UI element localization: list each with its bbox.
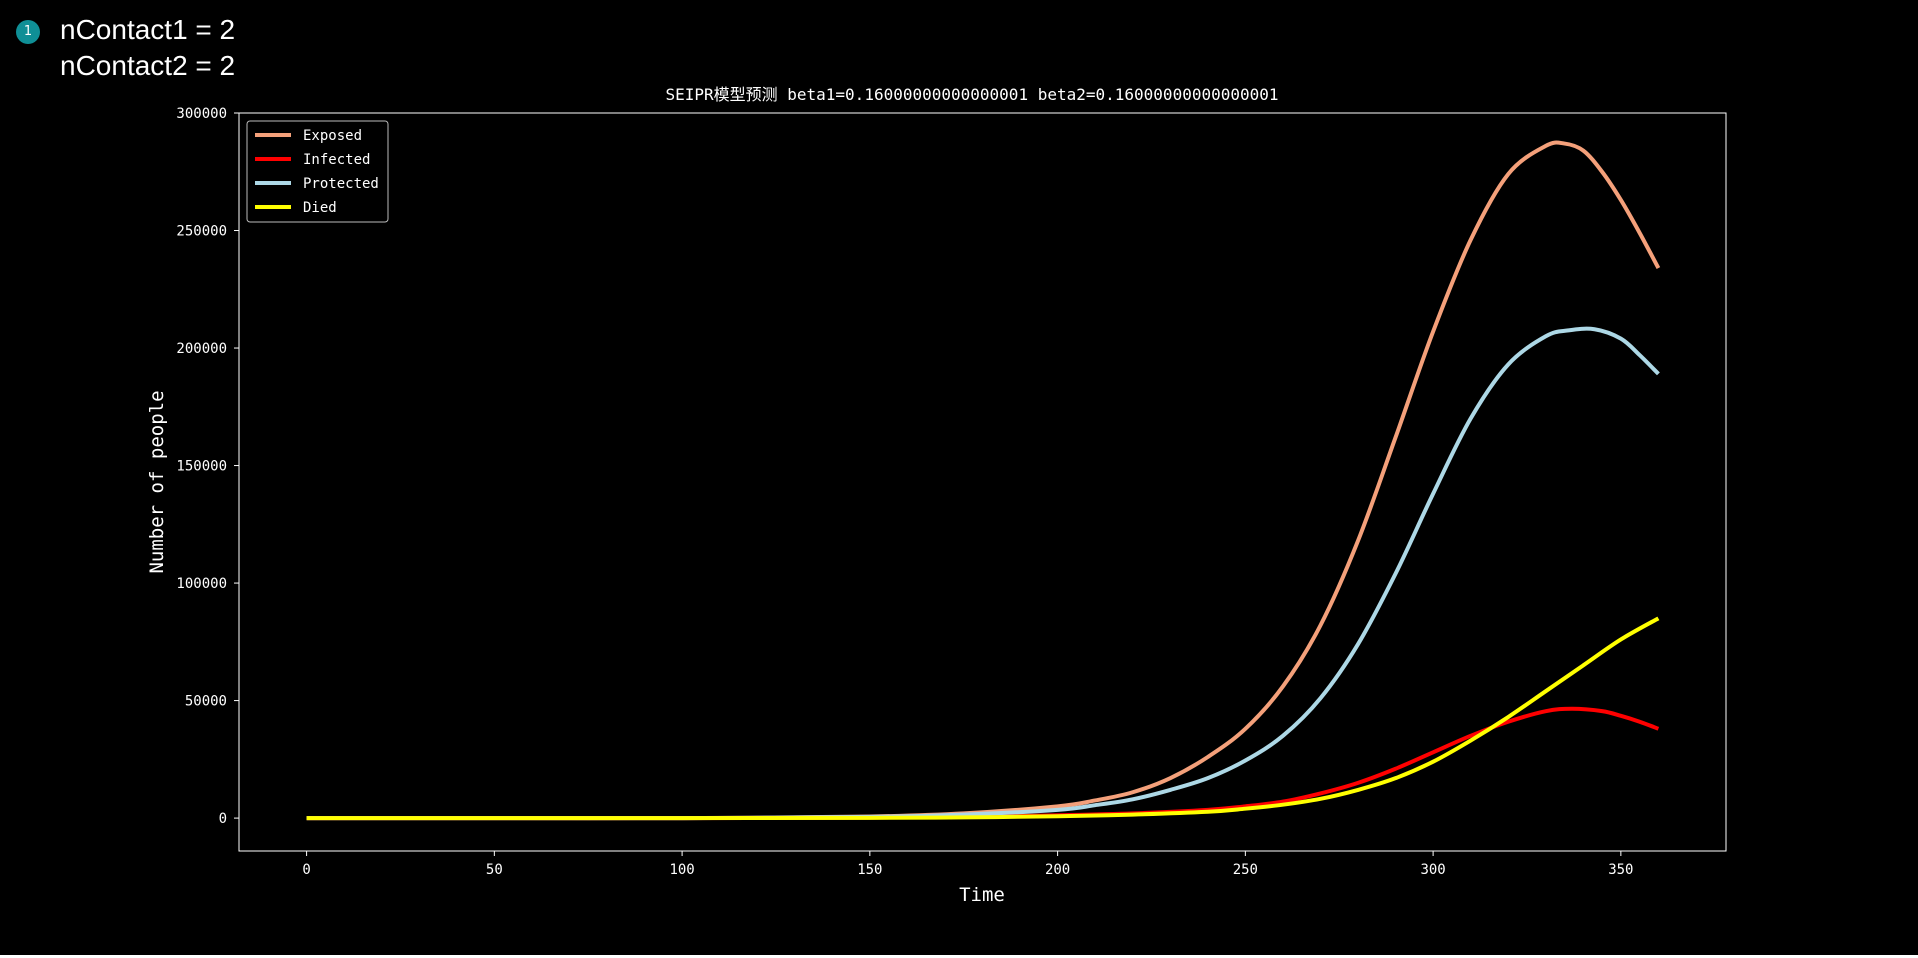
series-lines — [306, 140, 1661, 821]
legend: Exposed Infected Protected Died — [246, 120, 389, 223]
series-line-infected — [306, 706, 1660, 821]
x-tick-label: 250 — [1233, 862, 1258, 878]
annotation-panel: 1 nContact1 = 2 nContact2 = 2 — [0, 0, 400, 90]
y-tick-label: 250000 — [176, 224, 227, 240]
y-axis-label: Number of people — [146, 390, 168, 573]
plot-area — [238, 112, 1727, 852]
x-tick-label: 350 — [1608, 862, 1633, 878]
y-tick-label: 50000 — [185, 694, 227, 710]
x-axis-label: Time — [959, 884, 1005, 906]
bottom-edge-bar — [0, 955, 1918, 958]
legend-label-exposed: Exposed — [303, 128, 362, 144]
x-tick-label: 100 — [669, 862, 694, 878]
series-line-protected — [306, 326, 1660, 821]
x-tick-label: 200 — [1045, 862, 1070, 878]
annotation-badge: 1 — [16, 20, 40, 44]
y-tick-label: 200000 — [176, 341, 227, 357]
legend-label-protected: Protected — [303, 176, 379, 192]
chart-title: SEIPR模型预测 beta1=0.16000000000000001 beta… — [665, 85, 1278, 104]
y-axis: 0 50000 100000 150000 200000 250000 300000 — [176, 106, 239, 827]
x-tick-label: 150 — [857, 862, 882, 878]
y-tick-label: 100000 — [176, 576, 227, 592]
annotation-line-1: nContact1 = 2 — [60, 14, 236, 45]
series-line-died — [306, 616, 1660, 821]
x-tick-label: 50 — [486, 862, 503, 878]
y-tick-label: 150000 — [176, 459, 227, 475]
x-axis: 0 50 100 150 200 250 300 350 — [302, 851, 1634, 878]
y-tick-label: 300000 — [176, 106, 227, 122]
annotation-line-2: nContact2 = 2 — [60, 50, 236, 81]
legend-label-infected: Infected — [303, 152, 370, 168]
legend-frame — [246, 120, 389, 223]
y-tick-label: 0 — [219, 811, 227, 827]
x-tick-label: 300 — [1420, 862, 1445, 878]
series-line-exposed — [306, 140, 1661, 821]
x-tick-label: 0 — [302, 862, 310, 878]
legend-label-died: Died — [303, 200, 337, 216]
